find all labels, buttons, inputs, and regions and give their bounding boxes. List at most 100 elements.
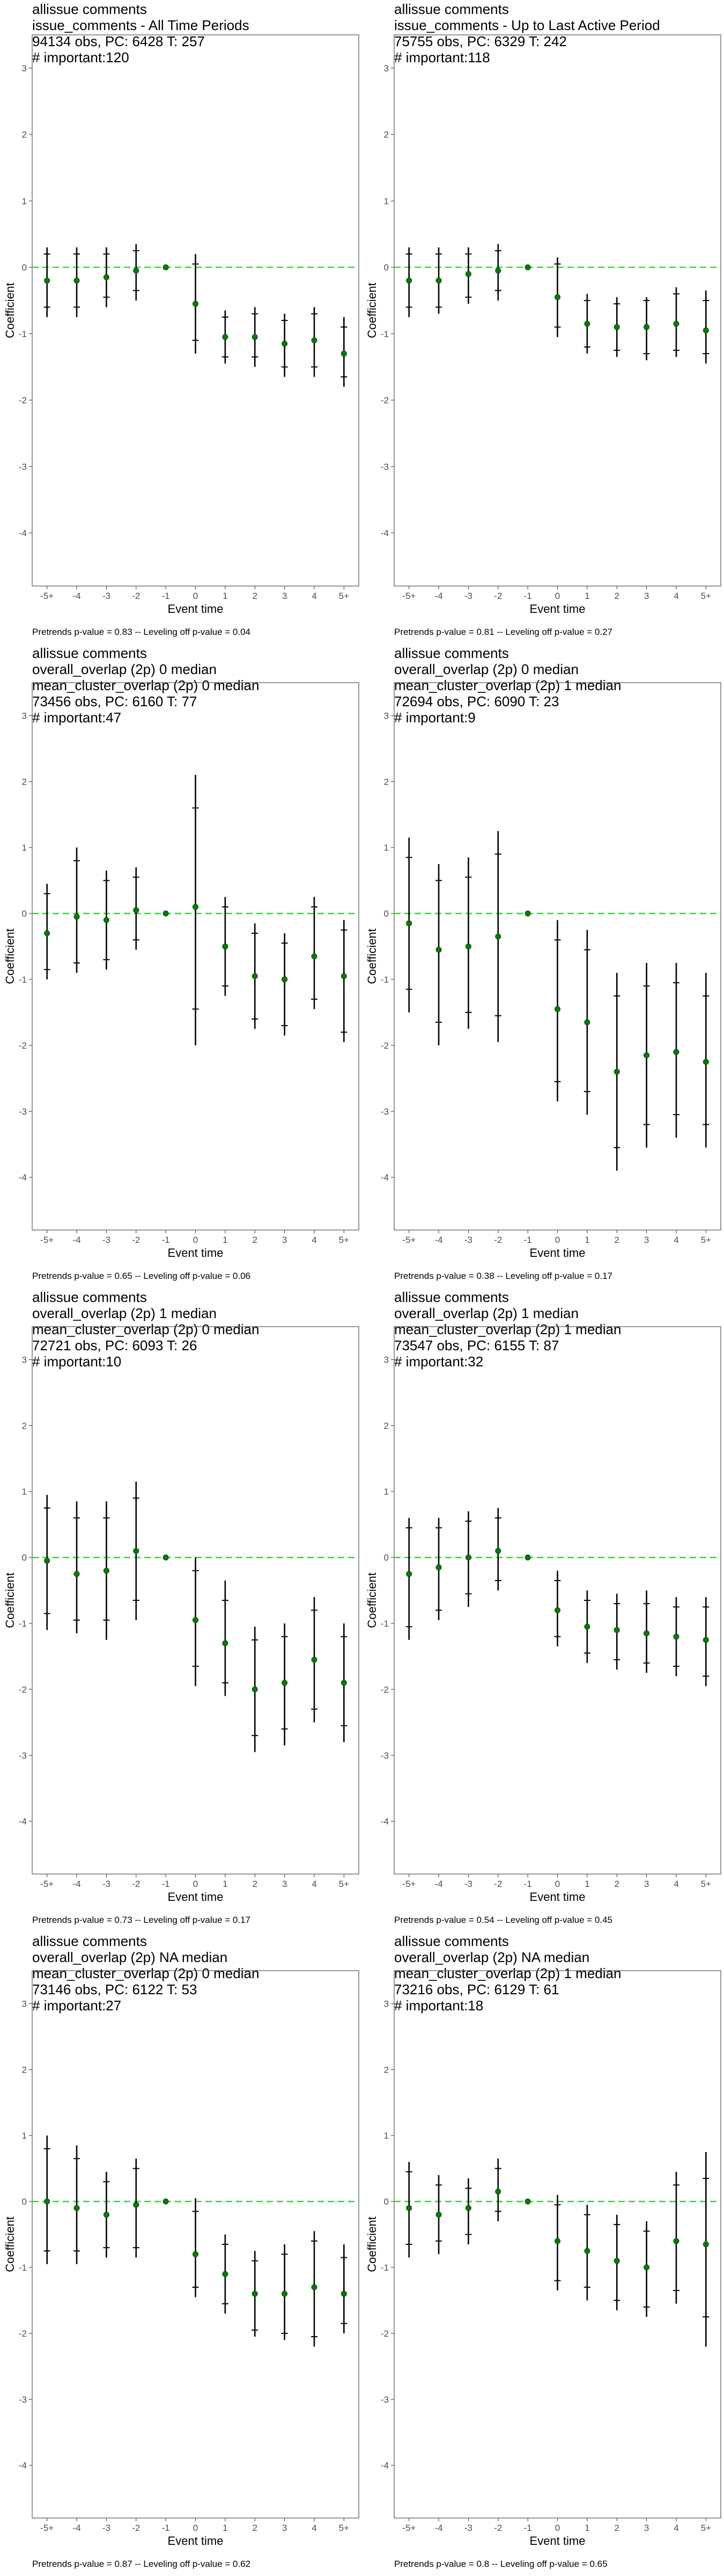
- y-tick-label: 1: [22, 196, 27, 206]
- x-tick-label: -5+: [40, 2523, 54, 2533]
- coefficient-point: [133, 2201, 139, 2208]
- x-tick-label: 5+: [339, 591, 349, 601]
- coefficient-point: [555, 2238, 560, 2244]
- x-tick-label: 1: [585, 1235, 589, 1245]
- x-tick-label: -1: [162, 2523, 170, 2533]
- x-tick-label: 4: [312, 1235, 316, 1245]
- y-tick-label: 0: [22, 909, 27, 919]
- coefficient-point: [584, 1019, 590, 1026]
- y-tick-label: -3: [19, 2395, 27, 2405]
- x-tick-label: 0: [193, 2523, 198, 2533]
- x-tick-label: -4: [72, 591, 80, 601]
- coefficient-point: [524, 264, 531, 270]
- x-tick-label: 1: [223, 591, 227, 601]
- y-tick-label: -1: [381, 1619, 389, 1629]
- y-tick-label: -4: [19, 1173, 27, 1183]
- coefficient-point: [103, 2212, 109, 2218]
- x-tick-label: 1: [585, 591, 589, 601]
- x-tick-label: 4: [312, 1879, 316, 1889]
- y-tick-label: -4: [381, 2461, 389, 2471]
- coefficient-point: [614, 1627, 620, 1633]
- y-tick-label: -2: [381, 2329, 389, 2339]
- y-tick-label: -3: [19, 1751, 27, 1761]
- x-tick-label: 5+: [339, 1879, 349, 1889]
- coefficient-point: [644, 324, 650, 330]
- coefficient-point: [73, 2205, 80, 2211]
- coefficient-point: [703, 2241, 709, 2248]
- chart-title-line: allissue comments: [394, 1933, 509, 1949]
- x-axis-label: Event time: [168, 1246, 224, 1260]
- y-axis-label: Coefficient: [365, 1572, 379, 1628]
- coefficient-point: [495, 267, 501, 274]
- coefficient-point: [435, 277, 442, 284]
- x-tick-label: -3: [102, 591, 110, 601]
- coefficient-point: [673, 1049, 679, 1055]
- y-tick-label: 2: [22, 130, 27, 140]
- coefficient-point: [73, 913, 80, 920]
- chart-title-line: mean_cluster_overlap (2p) 1 median: [394, 677, 622, 693]
- coefficient-point: [644, 1052, 650, 1058]
- x-tick-label: -3: [102, 1235, 110, 1245]
- y-tick-label: 1: [384, 843, 389, 853]
- chart-title-line: mean_cluster_overlap (2p) 1 median: [394, 1965, 622, 1981]
- y-tick-label: 0: [384, 262, 389, 273]
- y-tick-label: -4: [381, 1173, 389, 1183]
- plot-svg: -4 -3 -2 -1 0 1 2 3 Coefficient -5+ -4 -3 -2 -1 0 1 2 3 4 5…: [365, 34, 721, 616]
- chart-title-line: allissue comments: [32, 1933, 147, 1949]
- y-tick-label: -2: [19, 1685, 27, 1695]
- chart-panel-6: allissue comments overall_overlap (2p) 1 …: [362, 1288, 724, 1932]
- x-tick-label: -2: [494, 1879, 502, 1889]
- x-tick-label: 5+: [339, 1235, 349, 1245]
- coefficient-point: [341, 1680, 347, 1686]
- x-axis-label: Event time: [530, 1890, 586, 1904]
- x-tick-label: 5+: [701, 2523, 711, 2533]
- chart-panel-8: allissue comments overall_overlap (2p) NA…: [362, 1932, 724, 2576]
- y-tick-label: 3: [384, 63, 389, 74]
- chart-panel-4: allissue comments overall_overlap (2p) 0 …: [362, 644, 724, 1288]
- y-tick-label: 2: [384, 777, 389, 787]
- coefficient-point: [406, 1571, 412, 1577]
- plot-svg: -4 -3 -2 -1 0 1 2 3 Coefficient -5+ -4 -3 -2 -1 0 1 2 3 4 5…: [3, 1970, 359, 2548]
- x-tick-label: 2: [252, 1235, 257, 1245]
- y-tick-label: 1: [22, 2131, 27, 2141]
- chart-title-line: overall_overlap (2p) 0 median: [32, 661, 217, 677]
- x-tick-label: 3: [644, 1235, 649, 1245]
- coefficient-point: [614, 324, 620, 330]
- x-tick-label: -2: [494, 2523, 502, 2533]
- chart-panel-2: allissue comments issue_comments - Up to …: [362, 0, 724, 644]
- x-tick-label: 2: [252, 2523, 257, 2533]
- x-tick-label: 4: [312, 591, 316, 601]
- x-tick-label: -1: [162, 1235, 170, 1245]
- x-tick-label: -5+: [402, 1235, 416, 1245]
- y-tick-label: 2: [22, 2065, 27, 2075]
- coefficient-point: [103, 917, 109, 923]
- x-axis-label: Event time: [530, 2534, 586, 2548]
- coefficient-point: [465, 1554, 471, 1561]
- y-tick-label: -3: [19, 1107, 27, 1117]
- y-tick-label: 2: [22, 777, 27, 787]
- coefficient-point: [311, 1657, 317, 1663]
- coefficient-point: [133, 267, 139, 274]
- coefficient-point: [465, 943, 471, 950]
- x-tick-label: 1: [585, 1879, 589, 1889]
- chart-panel-5: allissue comments overall_overlap (2p) 1 …: [0, 1288, 362, 1932]
- coefficient-point: [465, 2205, 471, 2211]
- coefficient-point: [162, 2198, 169, 2205]
- x-tick-label: 2: [614, 591, 619, 601]
- chart-title-line: overall_overlap (2p) 1 median: [394, 1305, 579, 1321]
- y-tick-label: 3: [22, 63, 27, 74]
- chart-title-line: overall_overlap (2p) 1 median: [32, 1305, 217, 1321]
- chart-title-line: # important:10: [32, 1353, 122, 1370]
- chart-title-line: allissue comments: [394, 645, 509, 661]
- coefficient-point: [193, 1617, 198, 1623]
- chart-title-line: allissue comments: [394, 1, 509, 17]
- x-tick-label: -1: [524, 1879, 532, 1889]
- y-tick-label: -4: [19, 2461, 27, 2471]
- y-tick-label: 0: [384, 909, 389, 919]
- y-tick-label: 3: [384, 1355, 389, 1365]
- y-tick-label: 1: [384, 2131, 389, 2141]
- coefficient-point: [311, 337, 317, 343]
- y-axis-label: Coefficient: [365, 2216, 379, 2272]
- y-tick-label: -4: [381, 1817, 389, 1827]
- chart-footer: Pretrends p-value = 0.73 -- Leveling off…: [32, 1915, 250, 1925]
